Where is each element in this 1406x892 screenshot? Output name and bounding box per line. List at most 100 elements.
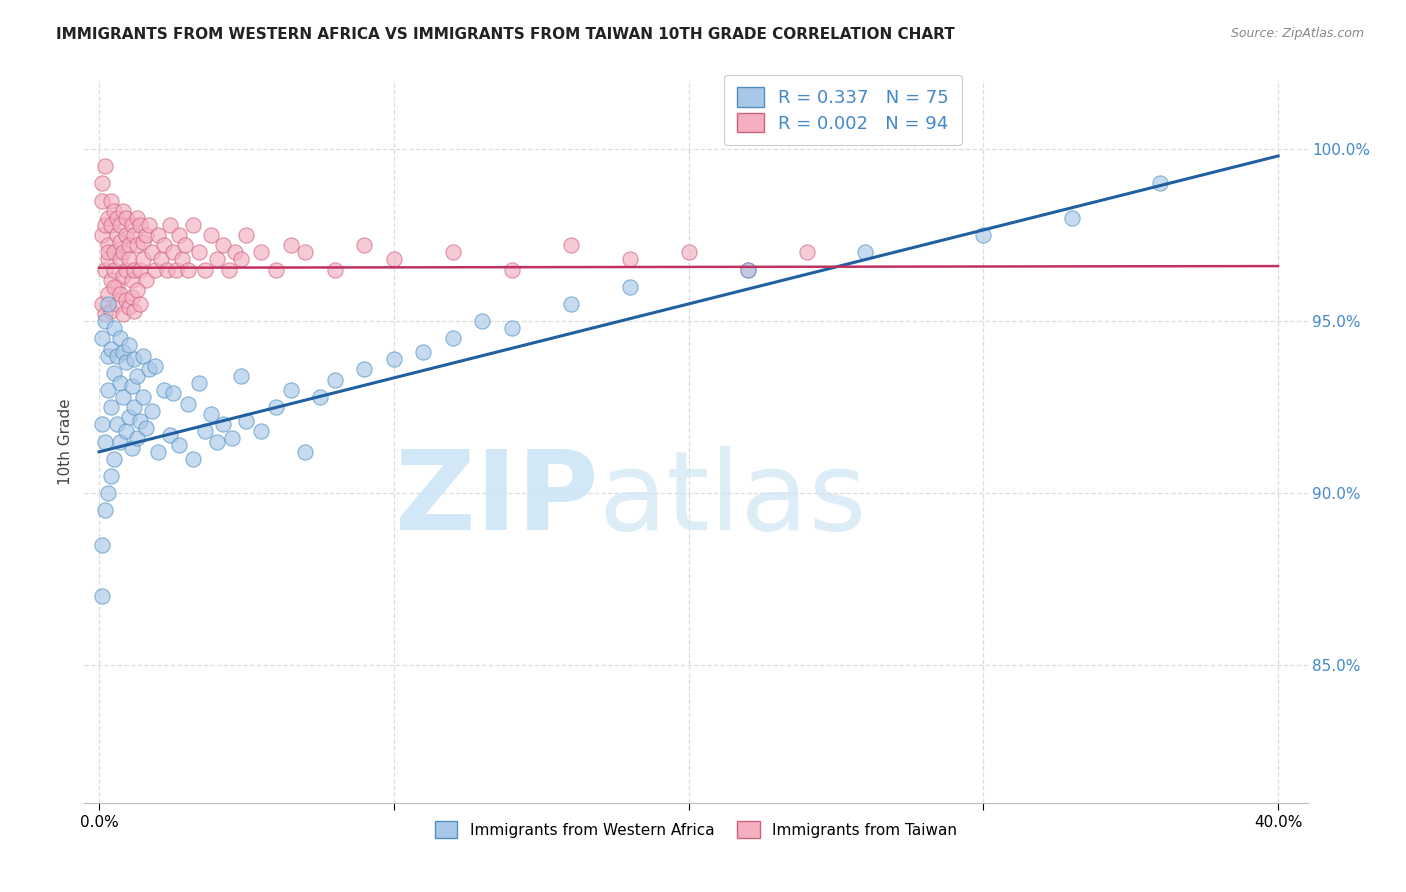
Point: [97, 297, 120, 311]
Point: [129, 414, 152, 428]
Point: [229, 369, 252, 384]
Point: [100, 194, 122, 208]
Point: [121, 379, 143, 393]
Text: Source: ZipAtlas.com: Source: ZipAtlas.com: [1230, 27, 1364, 40]
Point: [132, 349, 155, 363]
Point: [117, 238, 139, 252]
Point: [183, 451, 205, 466]
Point: [91, 228, 114, 243]
Point: [176, 397, 198, 411]
Point: [294, 245, 316, 260]
Point: [173, 238, 195, 252]
Point: [132, 390, 155, 404]
Point: [159, 218, 181, 232]
Point: [441, 245, 464, 260]
Point: [501, 321, 523, 335]
Point: [167, 438, 190, 452]
Point: [94, 307, 117, 321]
Point: [156, 262, 179, 277]
Point: [280, 383, 302, 397]
Point: [91, 177, 114, 191]
Point: [91, 331, 114, 345]
Point: [294, 445, 316, 459]
Point: [124, 400, 146, 414]
Point: [132, 235, 155, 249]
Point: [111, 204, 134, 219]
Point: [129, 297, 152, 311]
Point: [264, 262, 287, 277]
Point: [114, 262, 136, 277]
Point: [200, 407, 222, 421]
Point: [103, 245, 125, 260]
Point: [97, 383, 120, 397]
Point: [560, 238, 582, 252]
Point: [471, 314, 494, 328]
Point: [114, 355, 136, 369]
Point: [323, 373, 346, 387]
Point: [619, 279, 641, 293]
Point: [132, 252, 155, 267]
Y-axis label: 10th Grade: 10th Grade: [58, 398, 73, 485]
Point: [138, 362, 160, 376]
Point: [124, 228, 146, 243]
Point: [153, 383, 176, 397]
Point: [560, 297, 582, 311]
Point: [124, 262, 146, 277]
Point: [183, 218, 205, 232]
Point: [108, 218, 131, 232]
Point: [162, 245, 184, 260]
Point: [103, 262, 125, 277]
Point: [162, 386, 184, 401]
Point: [127, 431, 149, 445]
Point: [127, 238, 149, 252]
Point: [103, 451, 125, 466]
Point: [127, 283, 149, 297]
Point: [100, 342, 122, 356]
Point: [108, 331, 131, 345]
Point: [323, 262, 346, 277]
Point: [153, 238, 176, 252]
Point: [103, 204, 125, 219]
Point: [143, 359, 166, 373]
Point: [135, 421, 157, 435]
Point: [127, 211, 149, 225]
Point: [129, 218, 152, 232]
Point: [353, 238, 375, 252]
Point: [111, 390, 134, 404]
Point: [105, 417, 128, 432]
Point: [441, 331, 464, 345]
Point: [737, 262, 759, 277]
Point: [146, 445, 169, 459]
Point: [94, 262, 117, 277]
Point: [250, 245, 273, 260]
Point: [170, 252, 193, 267]
Point: [111, 245, 134, 260]
Point: [250, 424, 273, 438]
Point: [97, 349, 120, 363]
Point: [91, 417, 114, 432]
Point: [91, 538, 114, 552]
Point: [135, 228, 157, 243]
Point: [146, 228, 169, 243]
Point: [100, 400, 122, 414]
Point: [94, 503, 117, 517]
Point: [121, 442, 143, 456]
Point: [205, 434, 228, 449]
Point: [382, 252, 405, 267]
Point: [188, 245, 211, 260]
Point: [382, 351, 405, 366]
Point: [855, 245, 877, 260]
Point: [105, 297, 128, 311]
Point: [229, 252, 252, 267]
Point: [105, 349, 128, 363]
Point: [224, 245, 246, 260]
Point: [111, 307, 134, 321]
Point: [205, 252, 228, 267]
Point: [737, 262, 759, 277]
Point: [111, 345, 134, 359]
Text: atlas: atlas: [598, 446, 866, 553]
Point: [221, 431, 243, 445]
Point: [114, 228, 136, 243]
Point: [117, 252, 139, 267]
Point: [353, 362, 375, 376]
